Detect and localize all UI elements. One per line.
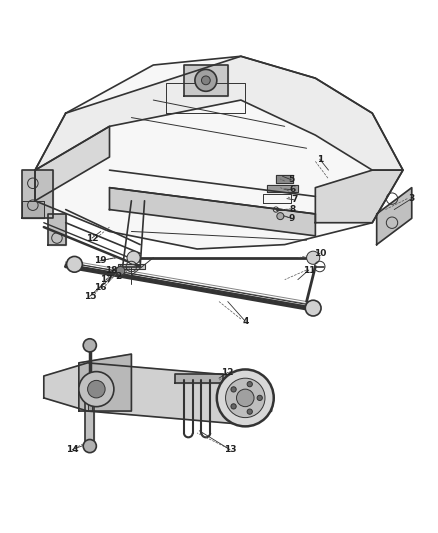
Circle shape xyxy=(195,69,217,91)
Circle shape xyxy=(83,339,96,352)
Polygon shape xyxy=(267,185,298,192)
Polygon shape xyxy=(377,188,412,245)
Text: 12: 12 xyxy=(222,368,234,377)
Circle shape xyxy=(217,369,274,426)
Text: 1: 1 xyxy=(317,155,323,164)
Text: 15: 15 xyxy=(84,292,96,301)
Text: 5: 5 xyxy=(288,175,294,184)
Polygon shape xyxy=(184,65,228,96)
Polygon shape xyxy=(35,126,110,201)
Polygon shape xyxy=(88,381,92,411)
Text: 2: 2 xyxy=(115,272,121,281)
Circle shape xyxy=(237,389,254,407)
Polygon shape xyxy=(48,214,66,245)
Text: 10: 10 xyxy=(314,249,326,258)
Polygon shape xyxy=(35,56,403,249)
Text: 6: 6 xyxy=(290,185,296,195)
Text: 7: 7 xyxy=(291,196,297,205)
Text: 16: 16 xyxy=(94,283,106,292)
Text: 3: 3 xyxy=(409,194,415,203)
Polygon shape xyxy=(175,374,223,383)
Polygon shape xyxy=(118,264,145,269)
Circle shape xyxy=(307,251,320,264)
Circle shape xyxy=(79,372,114,407)
Circle shape xyxy=(277,213,284,220)
Circle shape xyxy=(83,440,96,453)
Text: 9: 9 xyxy=(288,214,294,223)
Text: 19: 19 xyxy=(94,256,106,265)
Circle shape xyxy=(257,395,262,400)
Circle shape xyxy=(231,404,236,409)
Text: 17: 17 xyxy=(100,275,113,284)
Circle shape xyxy=(67,256,82,272)
Circle shape xyxy=(247,382,252,387)
Polygon shape xyxy=(110,188,315,236)
Polygon shape xyxy=(85,385,94,446)
Polygon shape xyxy=(22,170,53,219)
Circle shape xyxy=(305,300,321,316)
Text: 13: 13 xyxy=(224,445,236,454)
Circle shape xyxy=(201,76,210,85)
Polygon shape xyxy=(22,201,44,219)
Text: 4: 4 xyxy=(242,317,248,326)
Circle shape xyxy=(231,387,236,392)
Polygon shape xyxy=(276,174,293,183)
Circle shape xyxy=(116,266,125,275)
Circle shape xyxy=(247,409,252,414)
Text: 14: 14 xyxy=(66,445,78,454)
Text: 11: 11 xyxy=(303,265,315,274)
Text: 18: 18 xyxy=(106,266,118,276)
Polygon shape xyxy=(79,354,131,411)
Polygon shape xyxy=(315,170,403,223)
Circle shape xyxy=(88,381,105,398)
Text: 8: 8 xyxy=(290,205,296,214)
Polygon shape xyxy=(44,363,272,424)
Circle shape xyxy=(127,251,140,264)
Text: 12: 12 xyxy=(86,233,98,243)
Circle shape xyxy=(226,378,265,418)
Polygon shape xyxy=(35,56,403,170)
